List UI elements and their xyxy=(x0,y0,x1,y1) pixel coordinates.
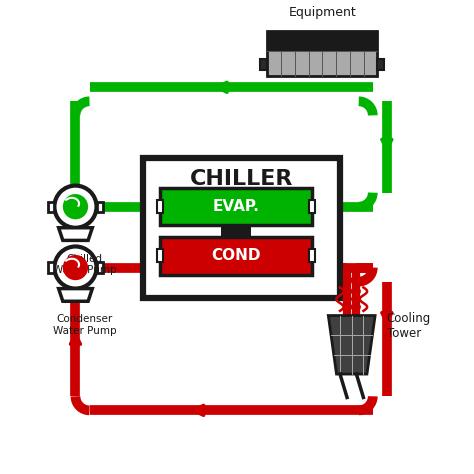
Bar xyxy=(160,237,312,274)
Text: EVAP.: EVAP. xyxy=(212,199,259,214)
Bar xyxy=(267,31,377,75)
Bar xyxy=(309,200,315,213)
Bar xyxy=(157,200,163,213)
Bar xyxy=(309,249,315,263)
Text: Cooling
Tower: Cooling Tower xyxy=(387,312,431,340)
Text: Chilled
Water Pump: Chilled Water Pump xyxy=(53,254,117,275)
Circle shape xyxy=(55,186,97,228)
Polygon shape xyxy=(328,316,375,374)
Circle shape xyxy=(55,246,97,289)
Bar xyxy=(48,201,55,212)
Bar xyxy=(157,249,163,263)
Bar xyxy=(160,188,312,226)
Bar xyxy=(220,226,251,237)
Bar xyxy=(48,263,55,273)
Circle shape xyxy=(63,194,88,219)
Bar xyxy=(267,51,377,75)
Bar xyxy=(377,59,384,70)
Bar xyxy=(97,263,103,273)
Circle shape xyxy=(63,255,88,280)
Text: Equipment: Equipment xyxy=(289,6,356,19)
Text: CHILLER: CHILLER xyxy=(190,169,293,189)
Bar xyxy=(97,201,103,212)
Text: Condenser
Water Pump: Condenser Water Pump xyxy=(53,314,117,336)
Bar xyxy=(260,59,267,70)
Text: COND: COND xyxy=(211,248,261,264)
Polygon shape xyxy=(59,228,92,240)
FancyBboxPatch shape xyxy=(143,157,340,298)
Polygon shape xyxy=(59,289,92,301)
Bar xyxy=(267,31,377,51)
